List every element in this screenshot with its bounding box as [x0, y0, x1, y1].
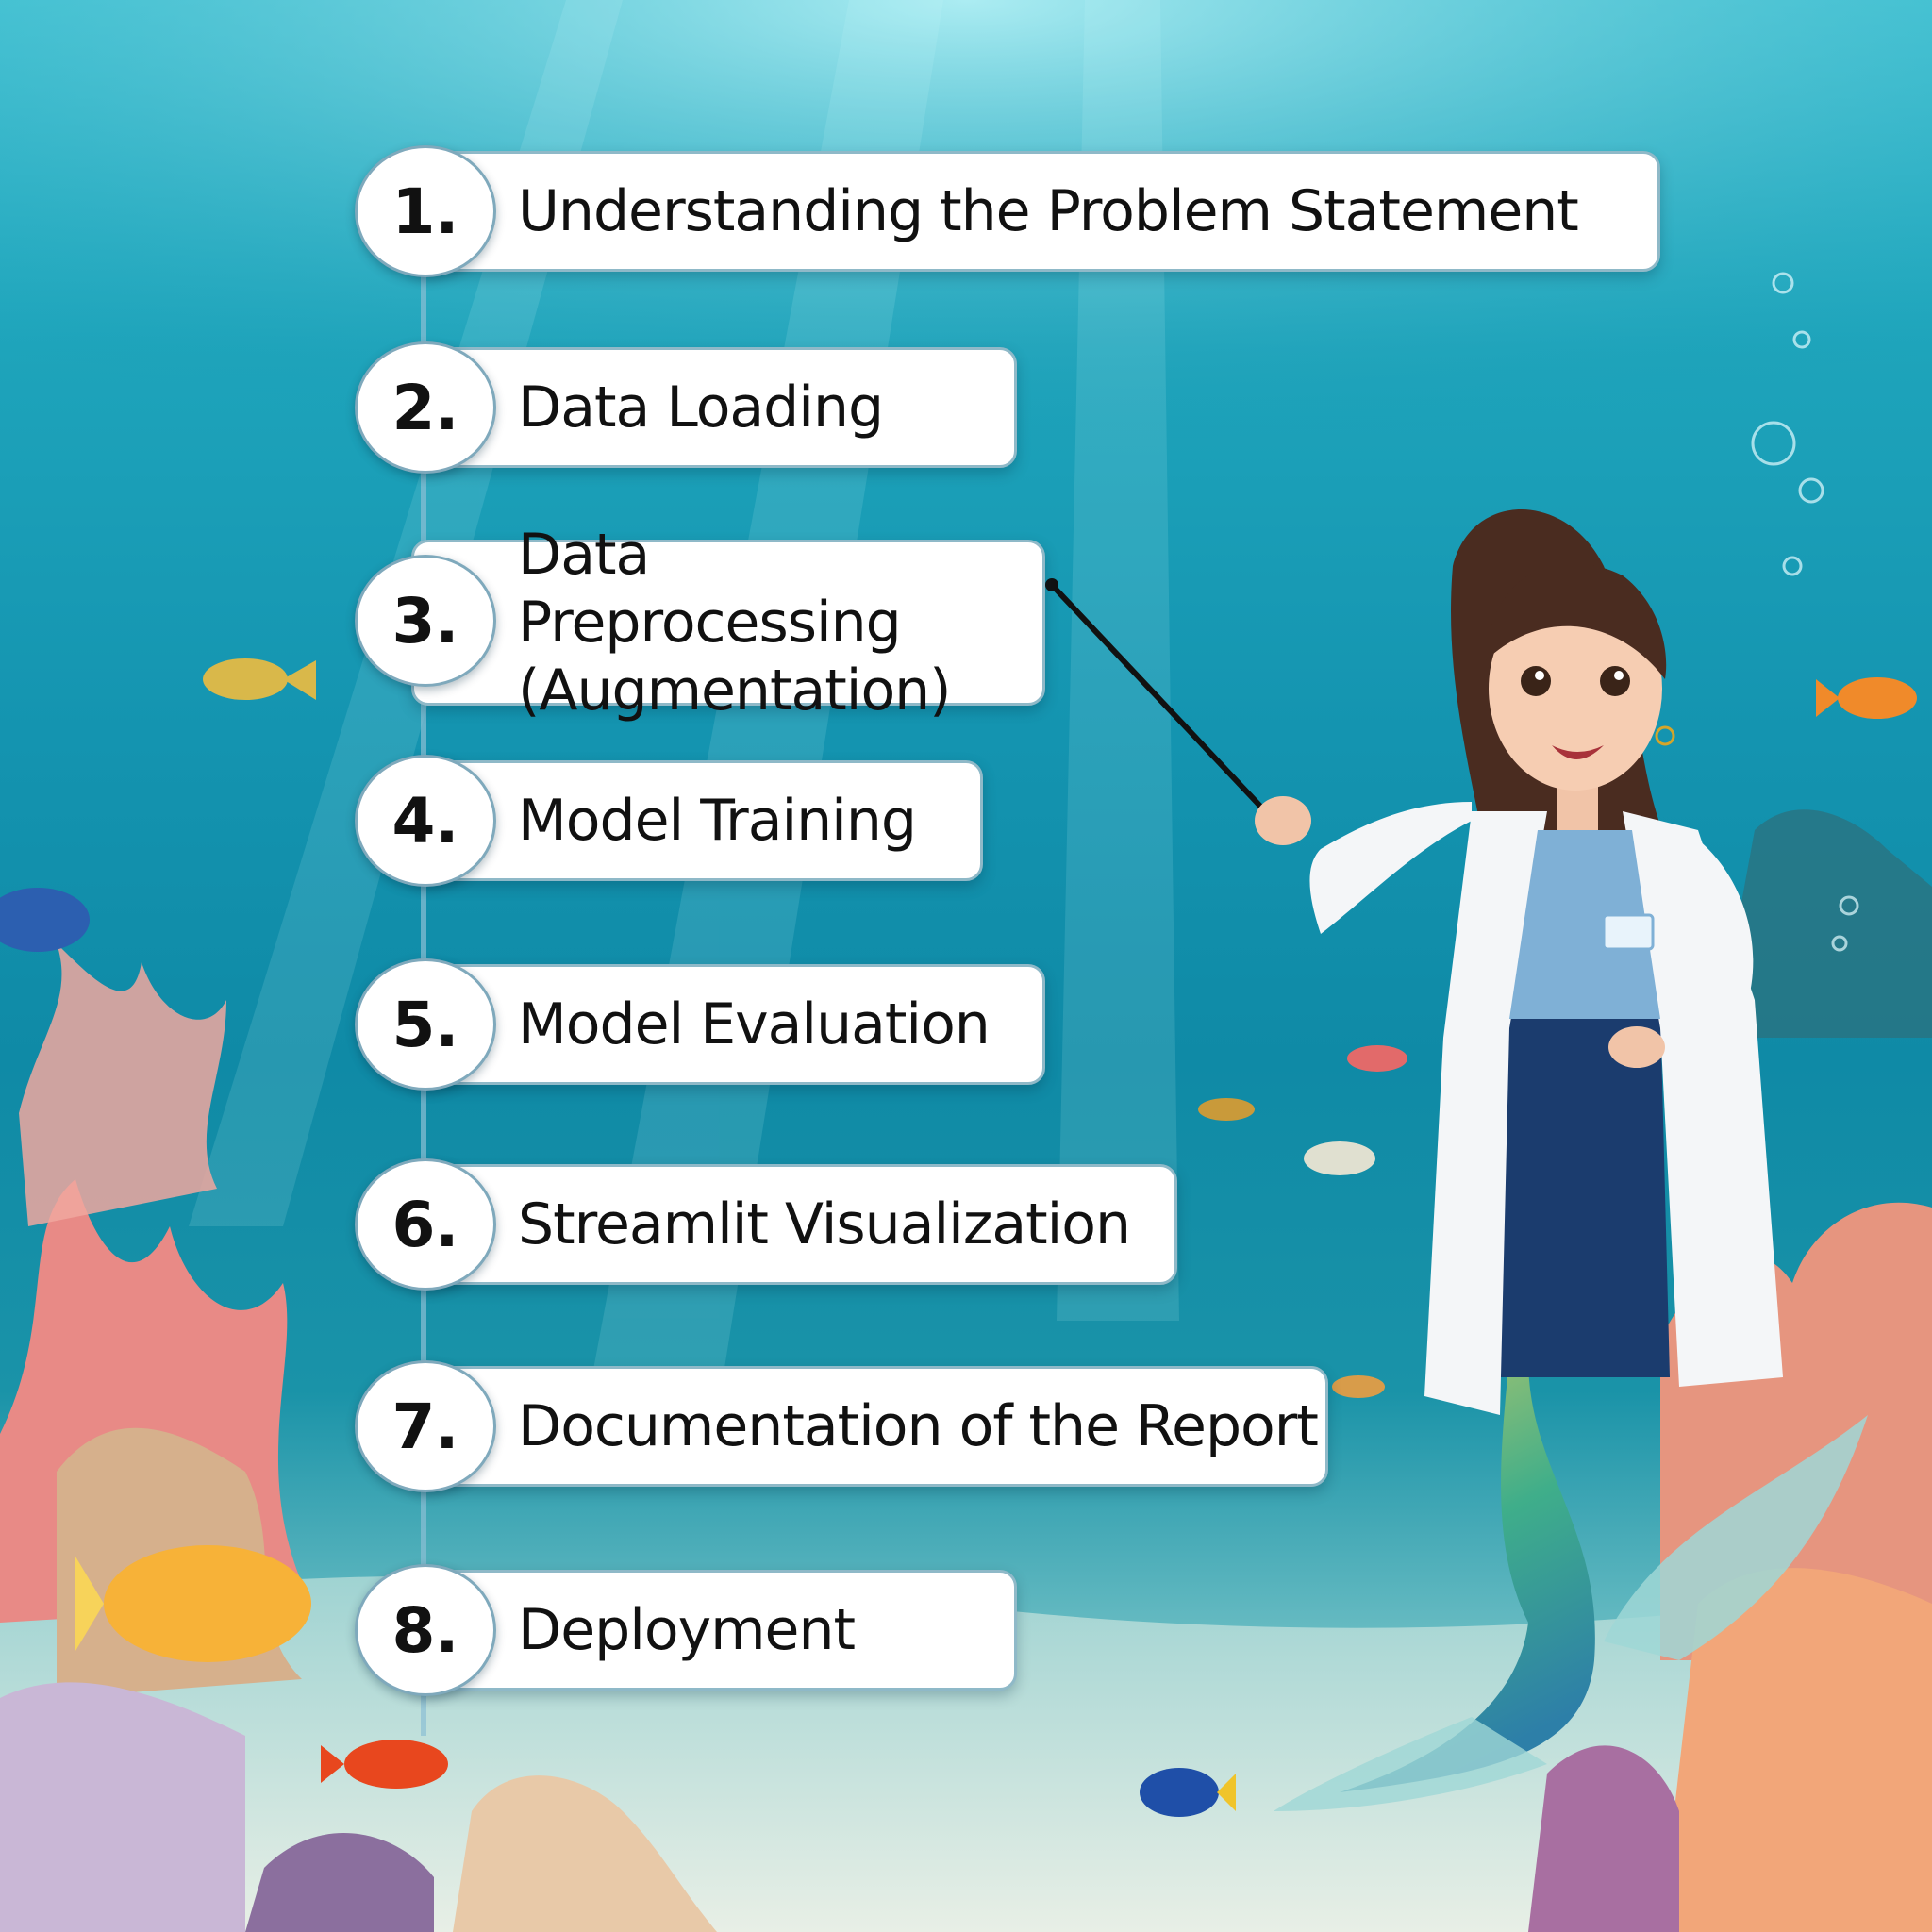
step-3-label: Data Preprocessing (Augmentation) [518, 522, 952, 724]
bubbles [1751, 272, 1859, 952]
step-1-number: 1. [355, 145, 496, 277]
pointer-stick [1049, 582, 1286, 833]
step-4-number: 4. [355, 755, 496, 887]
step-5-label: Model Evaluation [518, 991, 991, 1058]
step-7-label: Documentation of the Report [518, 1393, 1319, 1459]
step-6-number: 6. [355, 1158, 496, 1291]
step-4-card: Model Training [411, 760, 983, 881]
step-1-label: Understanding the Problem Statement [518, 178, 1579, 244]
step-2-number: 2. [355, 341, 496, 474]
step-3-card: Data Preprocessing (Augmentation) [411, 522, 1045, 724]
name-badge [1602, 913, 1655, 951]
step-2-label: Data Loading [518, 375, 884, 441]
fish-school [0, 658, 1917, 1817]
step-5-card: Model Evaluation [411, 964, 1045, 1085]
step-8-card: Deployment [411, 1570, 1017, 1690]
step-5-number: 5. [355, 958, 496, 1091]
step-6-label: Streamlit Visualization [518, 1191, 1131, 1257]
step-3-number: 3. [355, 555, 496, 687]
step-1-card: Understanding the Problem Statement [411, 151, 1660, 272]
step-7-card: Documentation of the Report [411, 1366, 1328, 1487]
step-8-label: Deployment [518, 1597, 856, 1663]
step-2-card: Data Loading [411, 347, 1017, 468]
step-8-number: 8. [355, 1564, 496, 1696]
mermaid-scientist-illustration [1045, 509, 1868, 1811]
step-7-number: 7. [355, 1360, 496, 1492]
step-6-card: Streamlit Visualization [411, 1164, 1177, 1285]
step-4-label: Model Training [518, 788, 917, 854]
